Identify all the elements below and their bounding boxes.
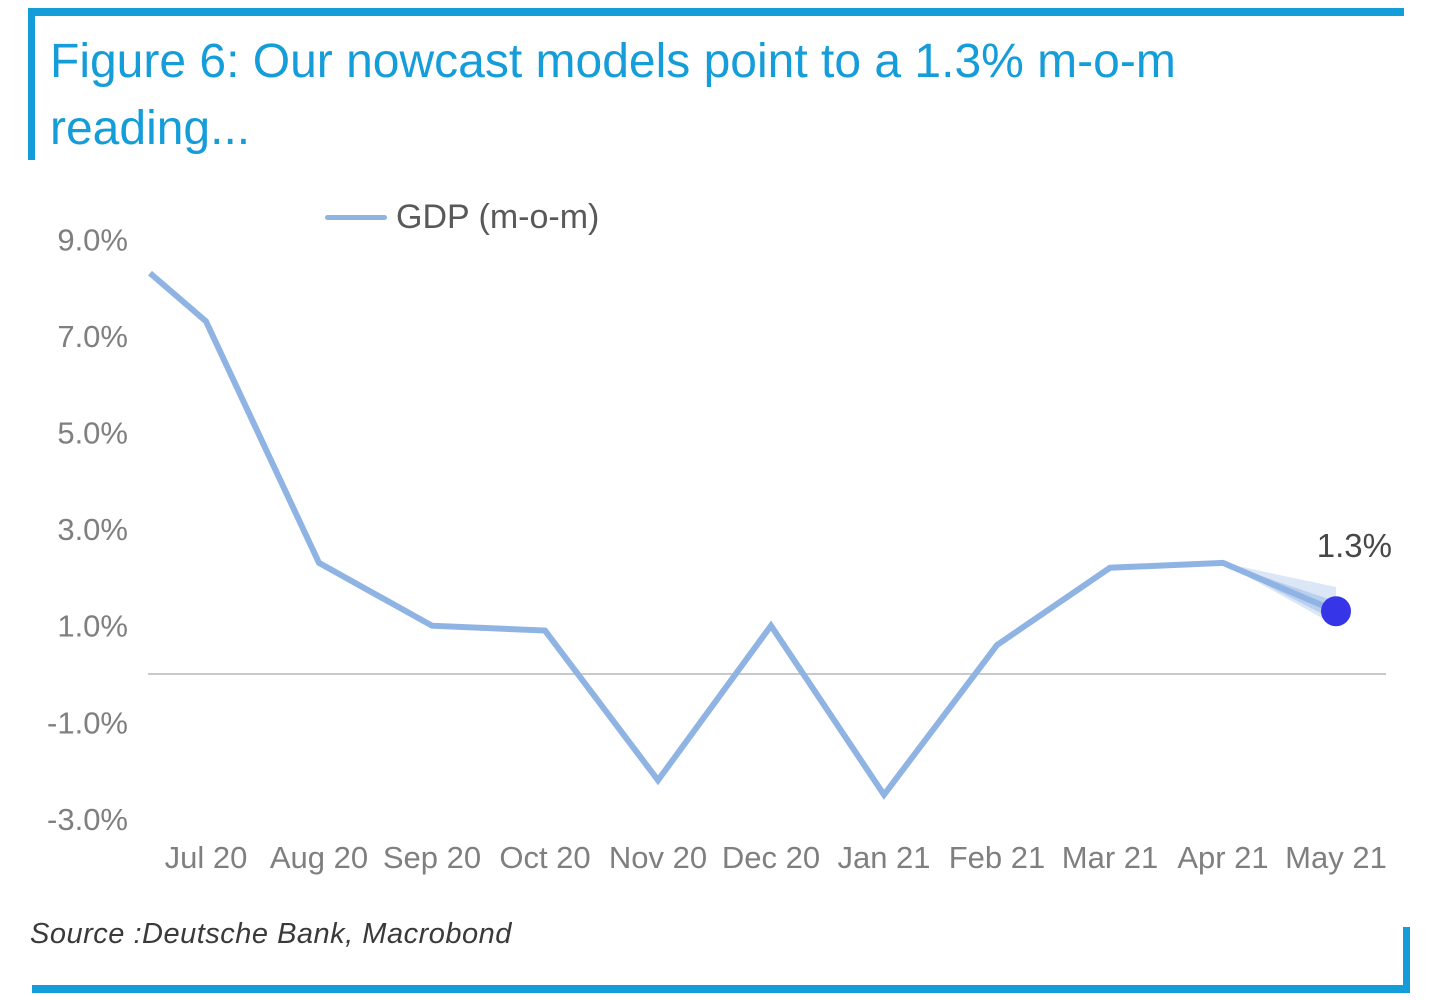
y-tick-label: -3.0% [47, 802, 128, 837]
forecast-dot [1321, 596, 1351, 627]
forecast-fan-outer [1223, 562, 1336, 626]
x-tick-label: Nov 20 [609, 840, 707, 875]
legend: GDP (m-o-m) [325, 197, 599, 237]
x-tick-label: Aug 20 [270, 840, 368, 875]
figure-title-line1: Figure 6: Our nowcast models point to a … [50, 35, 1176, 88]
gdp-line [148, 270, 1338, 800]
x-tick-label: May 21 [1285, 840, 1387, 875]
x-tick-label: Jul 20 [165, 840, 248, 875]
x-tick-label: Dec 20 [722, 840, 820, 875]
figure-title-line2: reading... [50, 102, 251, 155]
y-tick-label: 1.0% [57, 609, 128, 644]
x-tick-label: Mar 21 [1062, 840, 1158, 875]
right-accent-bar [1403, 927, 1410, 993]
forecast-value-label: 1.3% [1317, 527, 1392, 564]
y-tick-label: -1.0% [47, 705, 128, 740]
x-tick-label: Oct 20 [499, 840, 590, 875]
x-tick-label: Apr 21 [1177, 840, 1268, 875]
top-accent-bar [28, 8, 1404, 16]
y-tick-label: 3.0% [57, 512, 128, 547]
legend-label: GDP (m-o-m) [396, 197, 600, 236]
y-tick-label: 7.0% [57, 319, 128, 354]
x-tick-label: Jan 21 [837, 840, 930, 875]
y-tick-label: 5.0% [57, 416, 128, 451]
y-tick-label: 9.0% [57, 222, 128, 257]
x-tick-label: Feb 21 [949, 840, 1046, 875]
figure-title: Figure 6: Our nowcast models point to a … [50, 28, 1380, 162]
left-accent-bar [28, 8, 35, 160]
legend-line-swatch [325, 214, 387, 220]
source-note: Source :Deutsche Bank, Macrobond [30, 918, 512, 950]
bottom-accent-bar [32, 985, 1410, 993]
x-tick-label: Sep 20 [383, 840, 481, 875]
